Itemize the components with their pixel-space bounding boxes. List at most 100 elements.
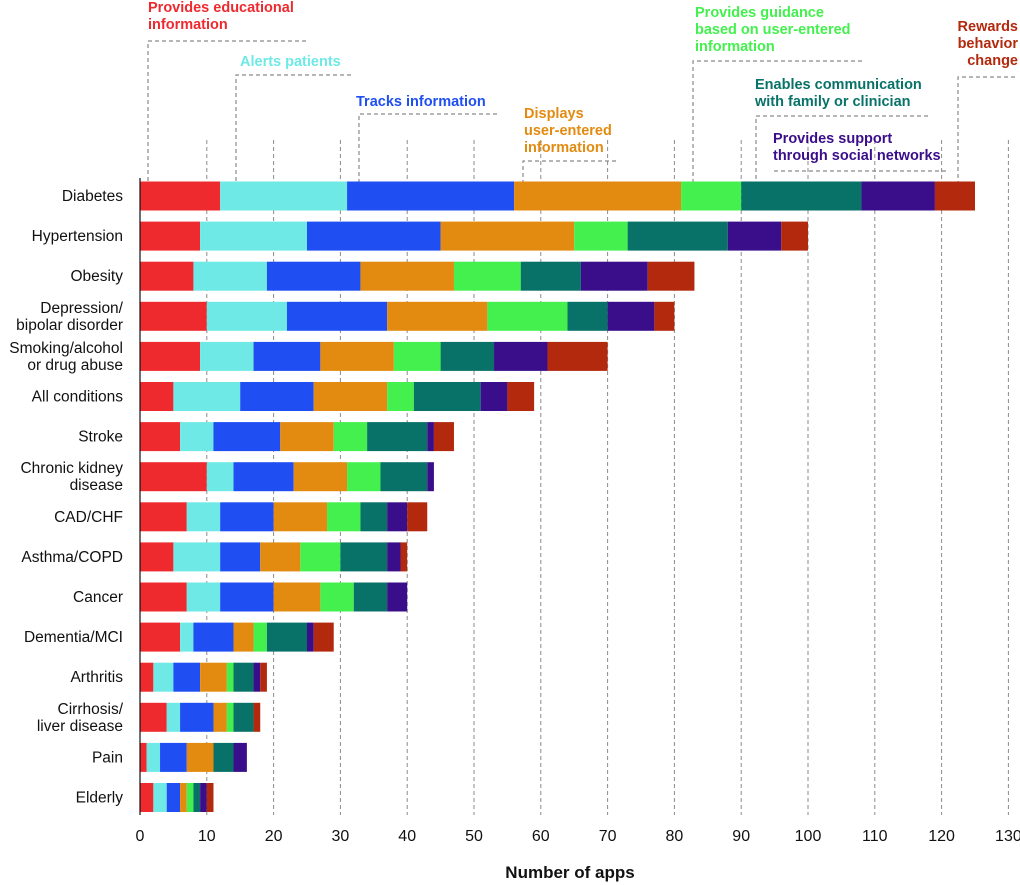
bar-segment [166, 783, 181, 812]
bar-segment [387, 502, 408, 532]
category-label: Smoking/alcohol [9, 340, 123, 357]
legend-label: with family or clinician [754, 94, 911, 110]
bar-segment [186, 502, 221, 532]
bar-segment [387, 542, 401, 572]
bar-segment [173, 542, 221, 572]
bar-segment [140, 181, 221, 211]
legend-label: information [524, 140, 604, 156]
bar-segment [300, 542, 341, 572]
bar-segment [253, 341, 321, 371]
x-tick-label: 120 [928, 828, 955, 845]
bar-segment [387, 582, 408, 612]
bar-segment [173, 382, 241, 411]
legend-leader [147, 40, 306, 186]
bar-segment [280, 422, 334, 452]
bar-segment [547, 341, 608, 371]
bar-segment [213, 422, 281, 452]
legend-label: based on user-entered [695, 22, 851, 38]
bar-segment [647, 261, 695, 291]
bar-segment [453, 261, 521, 291]
bar-segment [681, 181, 742, 211]
category-label: Obesity [70, 268, 123, 285]
bar-segment [180, 622, 194, 652]
legend-label: Alerts patients [240, 54, 341, 70]
bar-segment [387, 382, 414, 411]
legend-label: Provides support [773, 131, 892, 147]
bar-segment [727, 221, 782, 251]
bar-segment [140, 662, 154, 692]
bar-segment [567, 301, 608, 331]
bar-segment [186, 783, 194, 812]
x-axis-title: Number of apps [505, 863, 634, 882]
category-label: Chronic kidney [20, 460, 123, 477]
bar-segment [607, 301, 655, 331]
bar-segment [360, 261, 454, 291]
bar-segment [293, 462, 348, 492]
legend-label: Provides guidance [695, 5, 824, 21]
category-label: Cancer [73, 589, 123, 606]
bar-segment [514, 181, 682, 211]
bar-segment [140, 702, 167, 732]
legend-leader [957, 76, 1015, 186]
bar-segment [487, 301, 568, 331]
legend-leader [692, 60, 862, 186]
bar-segment [327, 502, 361, 532]
category-label: Stroke [78, 429, 123, 446]
bar-segment [166, 702, 181, 732]
bar-segment [574, 221, 628, 251]
legend-label: information [695, 39, 775, 55]
bar-segment [413, 382, 481, 411]
bar-segment [367, 422, 428, 452]
bar-segment [440, 341, 495, 371]
bars [140, 181, 975, 812]
bar-segment [140, 622, 181, 652]
bar-segment [260, 662, 267, 692]
legend-label: Enables communication [755, 77, 922, 93]
bar-segment [393, 341, 441, 371]
bar-segment [220, 502, 274, 532]
bar-segment [407, 502, 428, 532]
bar-segment [160, 742, 187, 772]
legend-label: through social networks [773, 148, 941, 164]
bar-segment [741, 181, 862, 211]
bar-segment [480, 382, 508, 411]
legend-leader [522, 160, 616, 186]
bar-segment [180, 783, 187, 812]
category-label: Arthritis [70, 669, 123, 686]
bar-segment [507, 382, 535, 411]
bar-segment [193, 622, 234, 652]
category-label: Hypertension [32, 228, 123, 245]
x-tick-label: 130 [995, 828, 1020, 845]
bar-segment [400, 542, 408, 572]
bar-segment [140, 742, 147, 772]
bar-segment [320, 582, 354, 612]
bar-segment [266, 622, 307, 652]
bar-segment [273, 502, 328, 532]
bar-segment [253, 662, 261, 692]
bar-segment [173, 662, 201, 692]
bar-segment [313, 622, 334, 652]
bar-segment [347, 181, 515, 211]
bar-segment [140, 462, 207, 492]
bar-segment [146, 742, 161, 772]
bar-segment [220, 582, 274, 612]
category-label: Elderly [76, 790, 124, 807]
legend-label: behavior [958, 36, 1019, 52]
legend-label: Rewards [958, 19, 1018, 35]
bar-segment [140, 341, 201, 371]
bar-segment [180, 702, 214, 732]
bar-segment [153, 783, 167, 812]
bar-segment [140, 502, 187, 532]
bar-segment [206, 462, 234, 492]
bar-segment [494, 341, 548, 371]
bar-segment [226, 662, 234, 692]
bar-segment [206, 301, 287, 331]
bar-segment [353, 582, 388, 612]
category-labels: Diabetes Hypertension Obesity Depression/bi… [9, 188, 123, 807]
bar-segment [220, 181, 348, 211]
bar-segment [781, 221, 808, 251]
bar-segment [233, 462, 294, 492]
bar-segment [140, 783, 154, 812]
legend-leader [235, 74, 351, 186]
legend-leader [755, 115, 928, 186]
